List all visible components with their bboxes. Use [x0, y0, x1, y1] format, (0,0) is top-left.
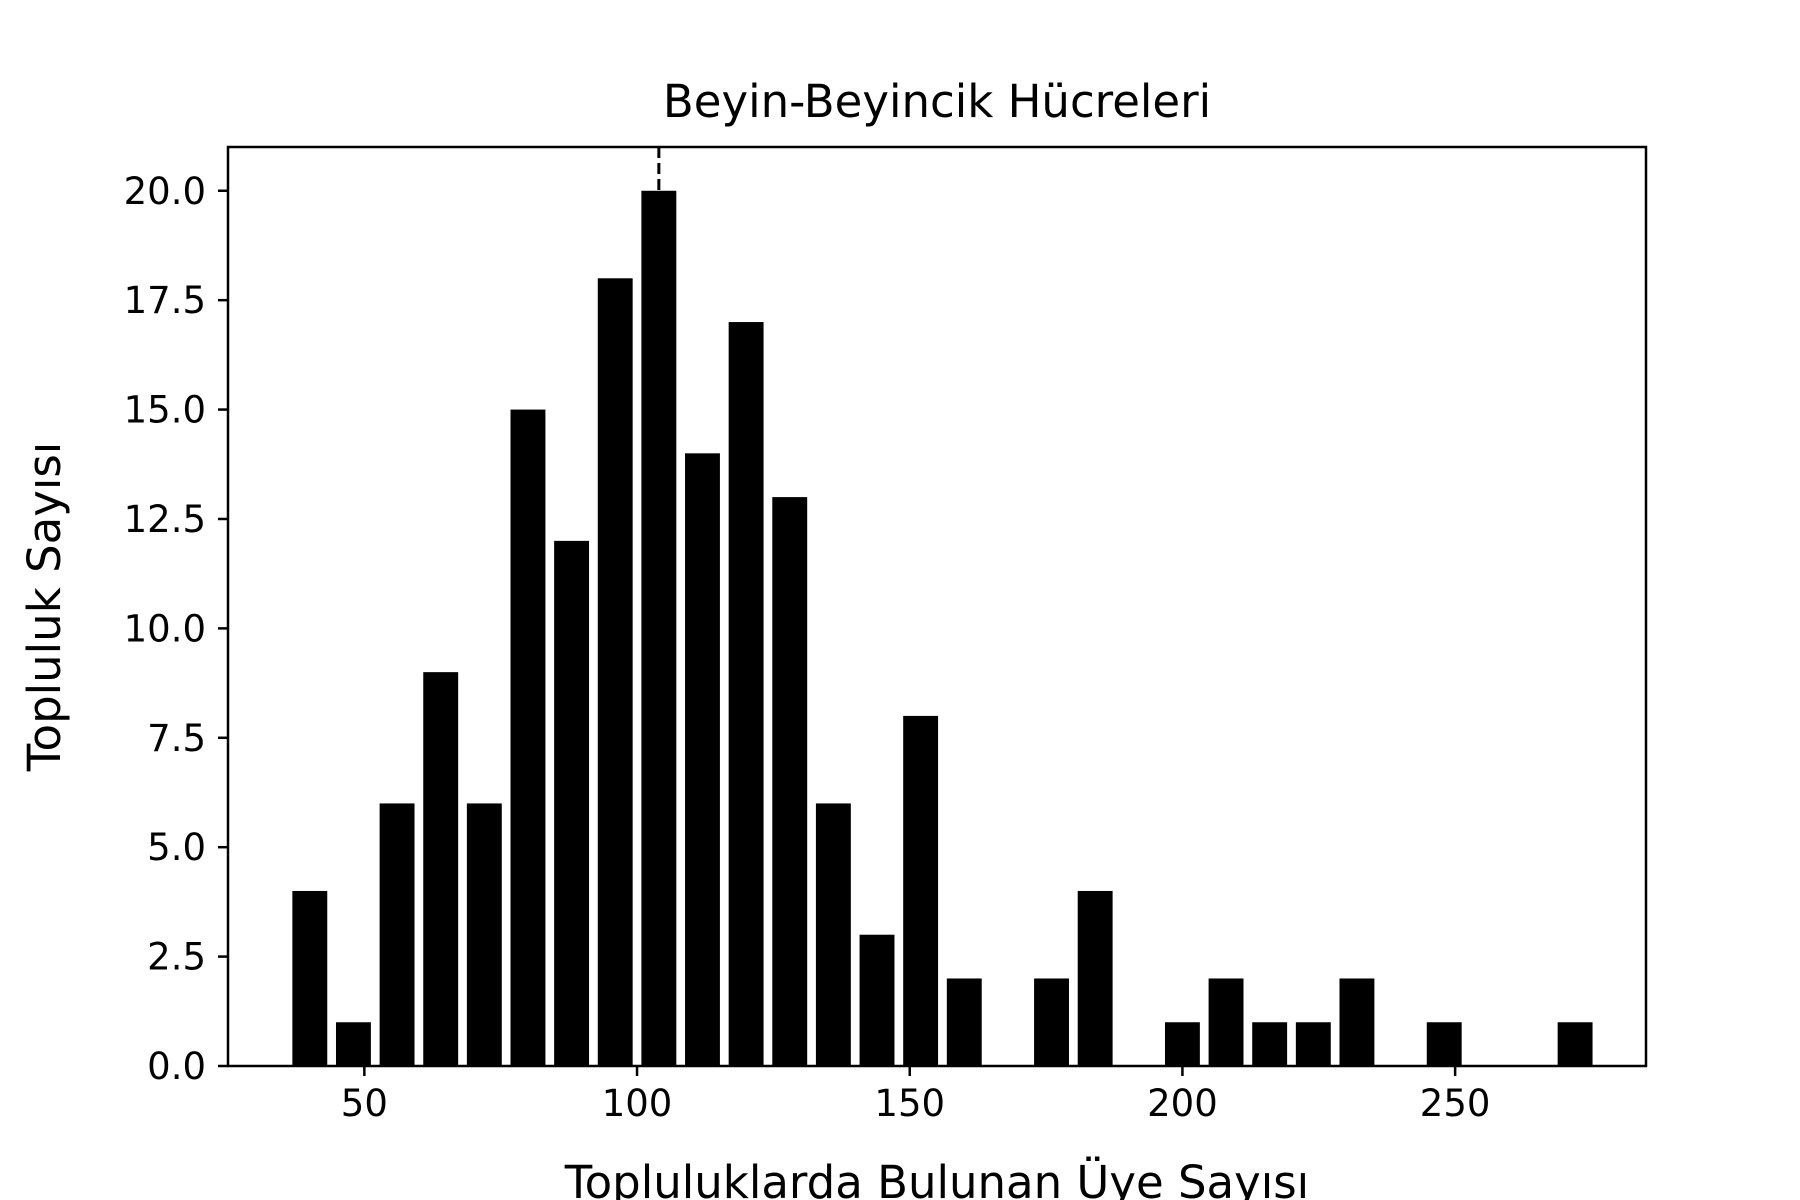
x-axis-label: Topluluklarda Bulunan Üye Sayısı [564, 1156, 1309, 1200]
bar [1252, 1022, 1288, 1066]
y-tick-label: 0.0 [147, 1045, 206, 1088]
bar [292, 890, 328, 1066]
bar [641, 190, 677, 1066]
bar [335, 1022, 371, 1066]
x-tick-label: 100 [602, 1082, 673, 1125]
bar [1164, 1022, 1200, 1066]
bar [903, 715, 939, 1066]
bar [597, 278, 633, 1066]
y-tick-label: 7.5 [147, 717, 206, 760]
y-tick-label: 2.5 [147, 936, 206, 979]
bar [1295, 1022, 1331, 1066]
bar [1426, 1022, 1462, 1066]
plot-frame [226, 145, 1648, 1068]
chart-title: Beyin-Beyincik Hücreleri [663, 75, 1211, 128]
x-axis-ticks: 50 100 150 200 250 [341, 1066, 1491, 1125]
bar [1034, 978, 1069, 1066]
bar [859, 934, 895, 1066]
y-tick-label: 17.5 [124, 279, 206, 322]
bar [685, 453, 720, 1067]
bar [1339, 978, 1375, 1066]
bar [772, 497, 808, 1067]
x-tick-label: 250 [1420, 1082, 1491, 1125]
y-tick-label: 20.0 [124, 170, 206, 213]
bar [379, 803, 415, 1066]
y-axis-ticks: 0.0 2.5 5.0 7.5 10.0 12.5 15.0 17.5 20.0 [124, 170, 228, 1088]
x-tick-label: 50 [341, 1082, 388, 1125]
y-tick-label: 15.0 [124, 389, 206, 432]
bar [946, 978, 982, 1066]
bar [554, 540, 590, 1066]
bar [1077, 890, 1113, 1066]
y-tick-label: 5.0 [147, 826, 206, 869]
y-tick-label: 10.0 [124, 607, 206, 650]
bars-group [292, 190, 1593, 1067]
bar [728, 322, 764, 1066]
x-tick-label: 150 [874, 1082, 945, 1125]
bar [1208, 978, 1244, 1066]
x-tick-label: 200 [1147, 1082, 1218, 1125]
bar [510, 409, 546, 1066]
y-tick-label: 12.5 [124, 498, 206, 541]
bar [1557, 1022, 1593, 1066]
bar [423, 672, 459, 1066]
y-axis-label: Topluluk Sayısı [18, 442, 71, 773]
bar [815, 803, 851, 1066]
bar [466, 803, 502, 1066]
